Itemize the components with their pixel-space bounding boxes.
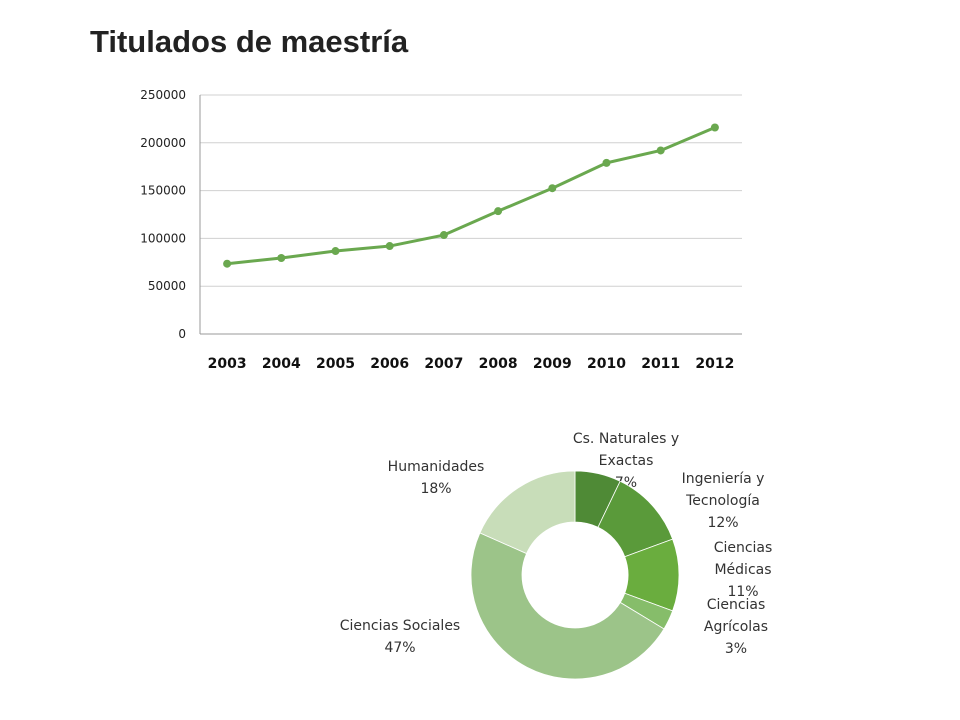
slide-title: Titulados de maestría xyxy=(90,24,409,59)
x-tick-label: 2007 xyxy=(424,356,463,372)
data-point xyxy=(331,247,340,256)
x-tick-label: 2012 xyxy=(695,356,734,372)
slice-label: Cs. Naturales y xyxy=(573,431,679,447)
data-point xyxy=(439,231,448,240)
data-point xyxy=(494,207,503,216)
x-tick-label: 2009 xyxy=(533,356,572,372)
x-tick-label: 2011 xyxy=(641,356,680,372)
slice-label: Exactas xyxy=(599,453,654,469)
data-point xyxy=(602,158,611,167)
y-tick-label: 150000 xyxy=(140,184,186,198)
data-point xyxy=(548,184,557,193)
data-point xyxy=(223,259,232,268)
slice-label: Ciencias xyxy=(714,540,773,556)
slice-label: Ciencias Sociales xyxy=(340,618,460,634)
slice-label: 18% xyxy=(420,481,451,497)
y-tick-label: 50000 xyxy=(148,279,186,293)
y-tick-label: 0 xyxy=(178,327,186,341)
slice-label: 12% xyxy=(707,515,738,531)
slice-label: Ciencias xyxy=(707,597,766,613)
data-point xyxy=(710,123,719,132)
slice-label: 3% xyxy=(725,641,747,657)
data-point xyxy=(656,146,665,155)
slice-label: Médicas xyxy=(714,562,771,578)
x-tick-label: 2008 xyxy=(479,356,518,372)
data-point xyxy=(385,242,394,251)
donut-slice xyxy=(470,532,665,680)
slice-label: Humanidades xyxy=(388,459,485,475)
y-tick-label: 100000 xyxy=(140,231,186,245)
x-tick-label: 2004 xyxy=(262,356,301,372)
data-point xyxy=(277,253,286,262)
slice-label: 47% xyxy=(384,640,415,656)
slice-label: Agrícolas xyxy=(704,619,768,635)
slice-label: Ingeniería y xyxy=(682,471,765,487)
x-tick-label: 2003 xyxy=(208,356,247,372)
slice-label: 11% xyxy=(727,584,758,600)
series-line xyxy=(226,126,716,266)
x-tick-label: 2006 xyxy=(370,356,409,372)
line-chart: 0 50000 100000 150000 200000 250000 2003 2004 20… xyxy=(140,88,742,372)
donut-slice xyxy=(479,470,576,555)
y-tick-label: 250000 xyxy=(140,88,186,102)
x-tick-label: 2005 xyxy=(316,356,355,372)
y-tick-label: 200000 xyxy=(140,136,186,150)
slice-label: Tecnología xyxy=(685,493,760,509)
x-tick-label: 2010 xyxy=(587,356,626,372)
